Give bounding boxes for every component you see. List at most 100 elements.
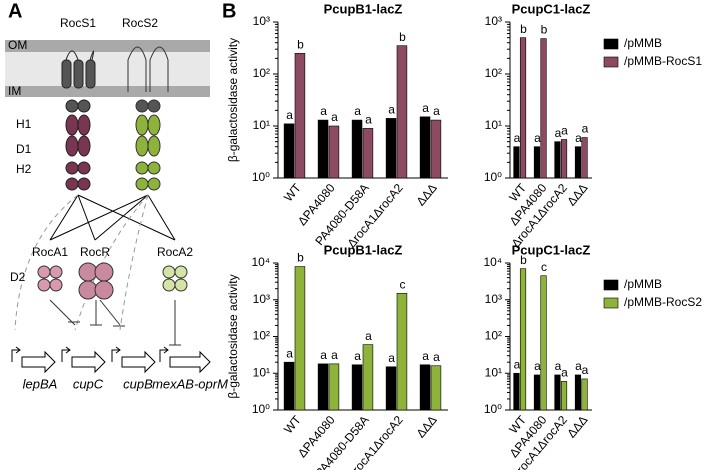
significance-letter: a (561, 124, 568, 138)
significance-letter: a (365, 113, 372, 127)
x-tick-label: WT (281, 180, 304, 204)
bar (283, 123, 295, 179)
bar (519, 37, 527, 179)
domain-label: D1 (16, 142, 32, 156)
bar (574, 146, 582, 179)
significance-letter: b (297, 37, 304, 51)
connections (14, 194, 176, 331)
bar (560, 381, 568, 411)
im-label: IM (8, 84, 21, 98)
legend-swatch (603, 56, 619, 68)
bar (385, 366, 397, 411)
x-tick-label: ΔΔΔ (414, 413, 440, 440)
y-tick-label: 10³ (485, 292, 502, 306)
significance-letter: b (399, 30, 406, 44)
significance-letter: b (297, 251, 304, 265)
bar (560, 139, 568, 179)
chart-title: PcupC1-lacZ (512, 242, 591, 257)
regulator-shapes (37, 262, 188, 346)
panel-letter: A (8, 0, 22, 22)
bar (328, 363, 340, 411)
bar (317, 119, 329, 179)
significance-letter: a (331, 348, 338, 362)
significance-letter: b (520, 22, 527, 36)
bar (554, 374, 561, 411)
bar (396, 292, 408, 411)
bar (396, 45, 408, 179)
significance-letter: a (534, 359, 541, 373)
bar (317, 363, 329, 411)
om-label: OM (8, 38, 27, 52)
legend-label: /pMMB-RocS1 (624, 54, 702, 68)
bar (581, 137, 588, 179)
legend-label: /pMMB (624, 277, 662, 291)
chart-title: PcupB1-lacZ (324, 1, 403, 16)
significance-letter: c (541, 260, 547, 274)
legend-label: /pMMB (624, 36, 662, 50)
bar (419, 116, 431, 179)
bar (351, 119, 363, 179)
y-tick-label: 10⁴ (483, 255, 502, 269)
y-tick-label: 10² (253, 329, 270, 343)
domain-label: D2 (10, 270, 26, 284)
significance-letter: a (555, 359, 562, 373)
domain-label: H1 (16, 117, 32, 131)
y-tick-label: 10³ (253, 292, 270, 306)
significance-letter: a (354, 104, 361, 118)
bar (540, 38, 547, 179)
significance-letter: a (575, 131, 582, 145)
bar (513, 146, 520, 179)
bar (294, 53, 306, 179)
y-tick-label: 10¹ (485, 118, 502, 132)
significance-letter: a (365, 329, 372, 343)
significance-letter: a (433, 350, 440, 364)
y-axis-label: β-galactosidase activity (226, 38, 240, 162)
bar (351, 364, 363, 411)
significance-letter: a (514, 131, 521, 145)
significance-letter: a (331, 110, 338, 124)
significance-letter: a (422, 101, 429, 115)
panel-letter: B (222, 0, 236, 22)
y-tick-label: 10² (485, 329, 502, 343)
x-tick-label: ΔΔΔ (414, 181, 440, 208)
significance-letter: a (582, 363, 589, 377)
inner-membrane (5, 86, 210, 97)
x-tick-label: ΔΔΔ (564, 413, 590, 440)
chart-title: PcupB1-lacZ (324, 242, 403, 257)
significance-letter: a (320, 348, 327, 362)
regulator-label: RocR (80, 245, 110, 259)
y-tick-label: 10³ (253, 14, 270, 28)
legend-swatch (603, 38, 619, 50)
rocs2 (127, 46, 169, 191)
regulator-label: RocA2 (157, 245, 193, 259)
gene-label: lepBA (23, 376, 58, 391)
bar (519, 268, 527, 411)
y-tick-label: 10¹ (253, 118, 270, 132)
significance-letter: a (534, 131, 541, 145)
significance-letter: a (575, 359, 582, 373)
y-tick-label: 10⁰ (252, 402, 270, 416)
legend-label: /pMMB-RocS2 (624, 295, 702, 309)
bar (430, 365, 442, 411)
y-tick-label: 10⁴ (251, 255, 270, 269)
genes (11, 346, 211, 374)
y-tick-label: 10² (253, 66, 270, 80)
gene-label: mexAB-oprM (152, 376, 228, 391)
bar (574, 374, 582, 411)
outer-membrane (5, 40, 210, 52)
bar (385, 118, 397, 179)
bar (533, 374, 541, 411)
significance-letter: a (286, 108, 293, 122)
significance-letter: a (514, 357, 521, 371)
x-tick-label: ΔΔΔ (564, 181, 590, 208)
significance-letter: b (541, 23, 548, 37)
bar (533, 146, 541, 179)
y-tick-label: 10¹ (253, 365, 270, 379)
significance-letter: a (561, 366, 568, 380)
chart-title: PcupC1-lacZ (512, 1, 591, 16)
gene-label: cupB (123, 376, 153, 391)
significance-letter: b (520, 253, 527, 267)
domain-label: H2 (16, 162, 32, 176)
gene-label: cupC (73, 376, 104, 391)
